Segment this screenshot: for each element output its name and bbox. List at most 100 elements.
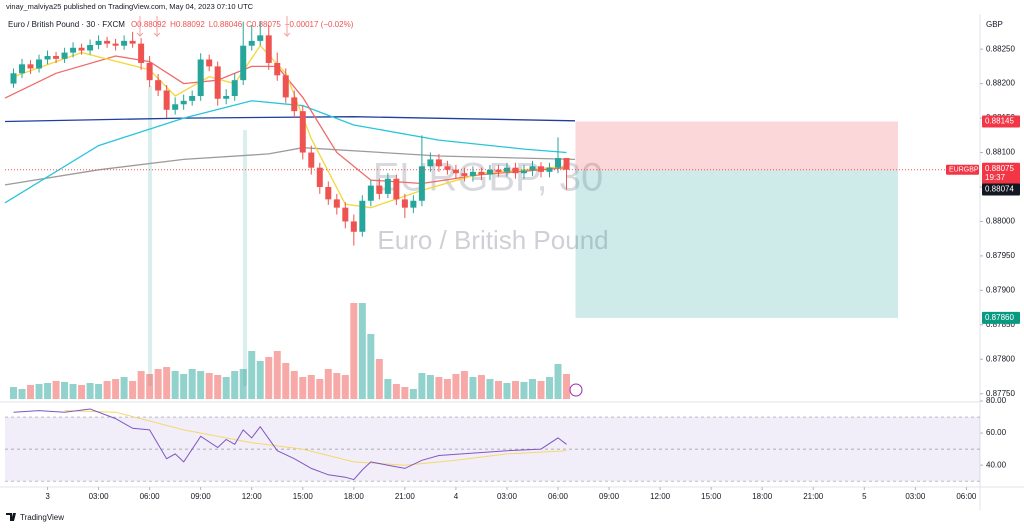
volume-bar xyxy=(112,379,120,399)
stop-label-text: 0.88145 xyxy=(985,117,1014,126)
volume-bar xyxy=(103,381,111,399)
candle-body xyxy=(10,73,17,84)
volume-bar xyxy=(375,359,383,399)
logo: TradingView xyxy=(6,513,64,522)
volume-bar xyxy=(316,379,324,399)
target-zone xyxy=(575,170,898,318)
target-label-bg xyxy=(982,311,1020,324)
stop-zone xyxy=(575,121,898,171)
stop-label-bg xyxy=(982,115,1020,128)
legend-change: −0.00017 (−0.02%) xyxy=(285,20,354,29)
x-tick-label: 03:00 xyxy=(497,492,518,501)
volume-bar xyxy=(477,375,485,399)
volume-bar xyxy=(333,373,341,399)
candle-body xyxy=(376,185,383,194)
candle-body xyxy=(316,167,323,187)
symbol-text: EURGBP xyxy=(949,167,979,174)
candle-body xyxy=(274,62,281,76)
rsi-tick-label: 80.00 xyxy=(986,396,1007,405)
target-label-text: 0.87860 xyxy=(985,313,1014,322)
x-tick-label: 18:00 xyxy=(344,492,365,501)
rsi-tick-label: 40.00 xyxy=(986,460,1007,469)
candle-body xyxy=(231,80,238,97)
candle-body xyxy=(555,158,562,168)
main-pane xyxy=(4,21,898,399)
candle-body xyxy=(112,43,119,46)
stop-label: 0.88145 xyxy=(982,115,1020,128)
rsi-ma xyxy=(64,410,567,466)
volume-bar xyxy=(69,384,77,399)
volume-bar xyxy=(95,384,103,399)
volume-bar xyxy=(520,382,528,399)
y-tick-label: 0.87900 xyxy=(986,285,1015,294)
candle-body xyxy=(444,166,451,170)
candle-body xyxy=(393,178,400,200)
legend-close: C0.88075 xyxy=(246,20,281,29)
candle-body xyxy=(469,171,476,176)
candle-body xyxy=(427,159,434,167)
candle-body xyxy=(95,40,102,46)
volume-bar xyxy=(61,382,69,399)
volume-bar xyxy=(563,374,571,399)
candle-body xyxy=(495,169,502,172)
volume-bar xyxy=(494,381,502,399)
volume-bar xyxy=(205,373,213,399)
volume-bar xyxy=(554,364,562,399)
symbol-bg xyxy=(946,164,979,175)
volume-bar xyxy=(35,384,43,399)
y-tick-label: 0.88200 xyxy=(986,79,1015,88)
candle-body xyxy=(537,166,544,172)
candle-body xyxy=(418,166,425,201)
last-price-bg xyxy=(982,162,1020,185)
volume-bar xyxy=(78,385,86,399)
x-tick-label: 15:00 xyxy=(701,492,722,501)
candle-body xyxy=(138,43,145,63)
volume-bar xyxy=(171,371,179,399)
x-tick-label: 21:00 xyxy=(803,492,824,501)
buy-signal xyxy=(148,86,152,386)
x-tick-label: 09:00 xyxy=(599,492,620,501)
x-tick-label: 12:00 xyxy=(650,492,671,501)
volume-bar xyxy=(231,371,239,399)
sell-signal xyxy=(283,16,291,38)
logo-icon xyxy=(6,513,16,521)
volume-bar xyxy=(214,375,222,399)
candle-body xyxy=(342,207,349,222)
candle-body xyxy=(27,64,34,69)
candle-body xyxy=(180,100,187,105)
x-tick-label: 06:00 xyxy=(140,492,161,501)
candle-body xyxy=(529,166,536,171)
volume-bar xyxy=(248,351,256,399)
candle-body xyxy=(512,167,519,174)
candle-body xyxy=(299,111,306,153)
volume-bar xyxy=(129,381,137,399)
volume-bar xyxy=(392,384,400,399)
logo-text: TradingView xyxy=(20,513,64,522)
volume-bar xyxy=(299,377,307,399)
volume-bar xyxy=(341,375,349,399)
target-label: 0.87860 xyxy=(982,311,1020,324)
candle-body xyxy=(155,80,162,91)
candle-body xyxy=(265,35,272,63)
volume-bar xyxy=(460,371,468,399)
entry-label-text: 0.88074 xyxy=(985,185,1014,194)
watermark-name: Euro / British Pound xyxy=(377,225,608,255)
candle-body xyxy=(291,97,298,112)
candle-body xyxy=(206,59,213,67)
publisher: vinay_malviya25 published on TradingView… xyxy=(6,2,254,11)
alert-icon xyxy=(569,383,583,397)
candle-body xyxy=(401,199,408,208)
candle-body xyxy=(308,152,315,168)
candle-body xyxy=(146,62,153,81)
candle-body xyxy=(44,56,51,60)
x-tick-label: 15:00 xyxy=(293,492,314,501)
volume-bar xyxy=(418,373,426,399)
x-tick-label: 09:00 xyxy=(191,492,212,501)
y-tick-label: 0.88000 xyxy=(986,217,1015,226)
volume-bar xyxy=(163,367,171,399)
volume-bar xyxy=(486,379,494,399)
legend: Euro / British Pound · 30 · FXCM O0.88092… xyxy=(8,20,354,29)
